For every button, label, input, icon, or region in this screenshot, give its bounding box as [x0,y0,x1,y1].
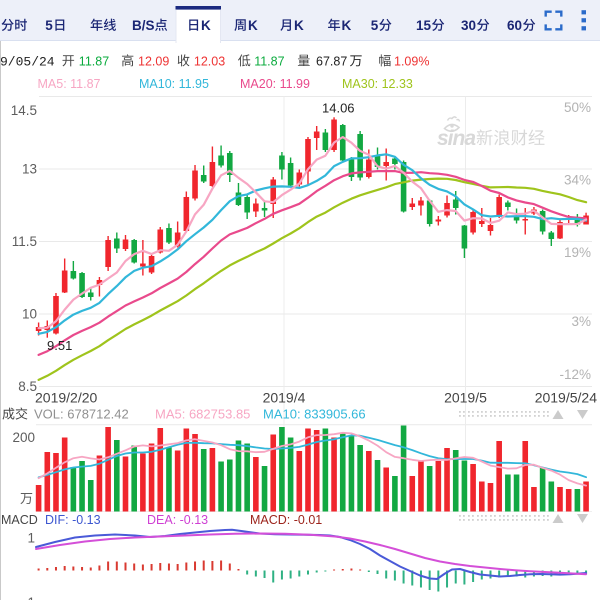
svg-text:11.5: 11.5 [12,234,37,249]
svg-text:3%: 3% [571,314,591,329]
svg-text:MA5: 682753.85: MA5: 682753.85 [155,407,250,422]
svg-text:15: 15 [416,18,432,33]
svg-text:VOL: 678712.42: VOL: 678712.42 [34,407,129,422]
svg-text:14.5: 14.5 [11,103,37,118]
svg-text:10: 10 [22,307,37,322]
svg-text:MA5: 11.87: MA5: 11.87 [38,77,101,91]
svg-text:1.09%: 1.09% [394,54,429,68]
svg-text:MACD: MACD [1,513,38,527]
svg-text:2019/2/20: 2019/2/20 [35,390,97,406]
svg-text:K: K [294,18,304,33]
svg-text:MA10: 11.95: MA10: 11.95 [139,77,209,91]
svg-text:2019/4: 2019/4 [263,390,306,406]
svg-text:19%: 19% [564,245,591,260]
svg-text:13: 13 [22,162,37,177]
svg-text:MA20: 11.99: MA20: 11.99 [240,77,310,91]
svg-text:30: 30 [461,18,476,33]
svg-text:12.09: 12.09 [138,54,169,68]
svg-text:2019/5/24: 2019/5/24 [535,390,597,406]
svg-text:50%: 50% [564,100,591,115]
svg-text:K: K [248,18,258,33]
svg-text:200: 200 [12,430,35,445]
svg-text:9/05/24: 9/05/24 [0,54,55,69]
svg-text:12.03: 12.03 [194,54,225,68]
svg-text:8.5: 8.5 [18,379,37,394]
svg-text:K: K [201,18,211,33]
svg-text:34%: 34% [564,173,591,188]
svg-text:60: 60 [507,18,522,33]
svg-text:MA10: 833905.66: MA10: 833905.66 [263,407,366,422]
svg-text:DIF: -0.13: DIF: -0.13 [45,513,101,527]
svg-text:-12%: -12% [559,367,591,382]
svg-text:1: 1 [27,531,35,546]
svg-text:5: 5 [45,18,53,33]
svg-text:DEA: -0.13: DEA: -0.13 [147,513,208,527]
svg-text:MA30: 12.33: MA30: 12.33 [342,77,413,91]
svg-text:K: K [342,18,352,33]
svg-text:MACD: -0.01: MACD: -0.01 [250,513,322,527]
svg-text:sina: sina [437,127,476,150]
svg-text:B/S: B/S [132,18,155,33]
svg-text:11.87: 11.87 [254,54,284,68]
svg-text:-1: -1 [23,595,35,600]
svg-text:11.87: 11.87 [79,54,109,68]
svg-text:9.51: 9.51 [47,338,72,353]
svg-text:2019/5: 2019/5 [444,390,487,406]
svg-text:14.06: 14.06 [322,101,355,116]
svg-text:5: 5 [371,18,379,33]
svg-text:67.87: 67.87 [316,54,347,68]
